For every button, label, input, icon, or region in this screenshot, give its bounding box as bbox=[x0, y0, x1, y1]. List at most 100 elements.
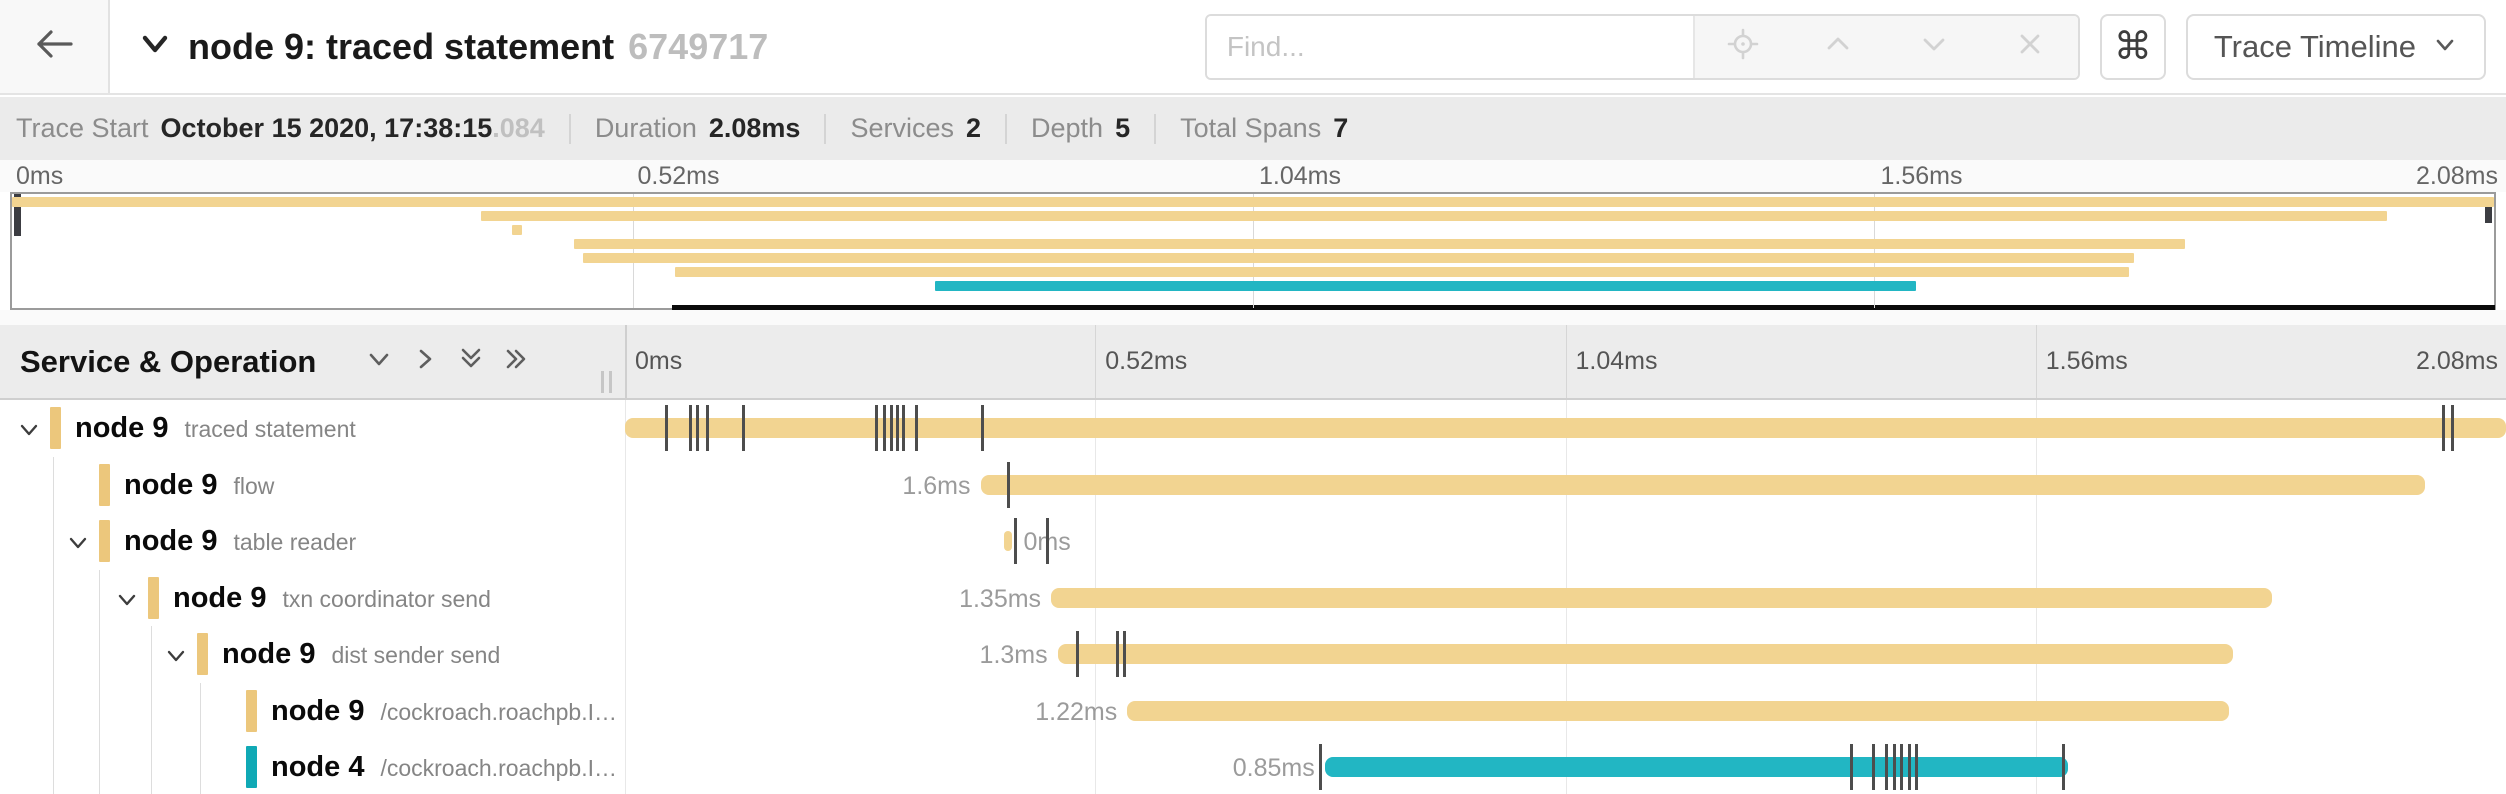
span-row[interactable]: node 9 txn coordinator send 1.35ms bbox=[0, 569, 2506, 627]
tree-guide-line bbox=[53, 739, 54, 794]
clear-search-button[interactable] bbox=[2002, 19, 2058, 75]
span-bar[interactable] bbox=[980, 474, 2426, 495]
minimap-span-bar bbox=[481, 211, 2388, 221]
span-bar-cell[interactable]: 1.35ms bbox=[625, 570, 2506, 627]
span-row[interactable]: node 4/cockroach.roachpb.I… 0.85ms bbox=[0, 739, 2506, 794]
summary-separator bbox=[1154, 113, 1157, 144]
back-button[interactable] bbox=[0, 0, 110, 93]
span-row[interactable]: node 9 dist sender send 1.3ms bbox=[0, 626, 2506, 683]
span-bar-cell[interactable]: 1.6ms bbox=[625, 457, 2506, 514]
log-marker[interactable] bbox=[2442, 405, 2446, 451]
span-tree-cell[interactable]: node 9 dist sender send bbox=[0, 626, 625, 683]
span-bar[interactable] bbox=[1057, 644, 2234, 664]
section-gap bbox=[0, 310, 2506, 325]
timeline-axis-tick: 0.52ms bbox=[1105, 347, 1188, 375]
log-marker[interactable] bbox=[705, 405, 709, 451]
operation-name: traced statement bbox=[184, 416, 356, 442]
span-collapse-chevron[interactable] bbox=[114, 587, 140, 618]
log-marker[interactable] bbox=[1907, 744, 1911, 790]
tree-guide-line bbox=[200, 682, 201, 739]
span-row[interactable]: node 9 flow 1.6ms bbox=[0, 456, 2506, 514]
find-input[interactable] bbox=[1206, 15, 1693, 78]
log-marker[interactable] bbox=[1872, 744, 1876, 790]
log-marker[interactable] bbox=[980, 405, 984, 451]
span-collapse-chevron[interactable] bbox=[163, 643, 189, 674]
focus-match-button[interactable] bbox=[1715, 19, 1771, 75]
trace-minimap[interactable] bbox=[10, 192, 2496, 317]
log-marker[interactable] bbox=[1885, 744, 1889, 790]
span-tree-cell[interactable]: node 9 flow bbox=[0, 456, 625, 513]
span-bar-cell[interactable]: 0ms bbox=[625, 513, 2506, 570]
service-name: node 9 table reader bbox=[124, 525, 357, 557]
prev-match-button[interactable] bbox=[1810, 19, 1866, 75]
log-marker[interactable] bbox=[1046, 518, 1050, 564]
column-resize-grip[interactable] bbox=[601, 371, 612, 393]
span-row[interactable]: node 9 traced statement bbox=[0, 400, 2506, 457]
log-marker[interactable] bbox=[1123, 631, 1127, 677]
span-bar[interactable] bbox=[1324, 757, 2068, 777]
span-tree-cell[interactable]: node 9 traced statement bbox=[0, 400, 625, 457]
page-title: node 9: traced statement bbox=[188, 25, 615, 67]
expand-all-button[interactable] bbox=[494, 339, 540, 385]
span-tree-cell[interactable]: node 9/cockroach.roachpb.I… bbox=[0, 682, 625, 739]
minimap-right-scrubber[interactable] bbox=[2485, 207, 2492, 223]
log-marker[interactable] bbox=[2451, 405, 2455, 451]
log-marker[interactable] bbox=[1849, 744, 1853, 790]
tree-guide-line bbox=[200, 739, 201, 794]
span-bar-cell[interactable]: 1.3ms bbox=[625, 626, 2506, 683]
span-bar-cell[interactable] bbox=[625, 400, 2506, 457]
span-tree-cell[interactable]: node 4/cockroach.roachpb.I… bbox=[0, 739, 625, 794]
find-buttons bbox=[1692, 15, 2078, 78]
span-collapse-chevron[interactable] bbox=[16, 417, 42, 448]
log-marker[interactable] bbox=[875, 405, 879, 451]
expand-one-button[interactable] bbox=[402, 339, 448, 385]
log-marker[interactable] bbox=[696, 405, 700, 451]
span-bar-cell[interactable]: 0.85ms bbox=[625, 739, 2506, 794]
log-marker[interactable] bbox=[2062, 744, 2066, 790]
log-marker[interactable] bbox=[1915, 744, 1919, 790]
span-bar[interactable] bbox=[1127, 700, 2230, 721]
log-marker[interactable] bbox=[1014, 518, 1018, 564]
trace-collapse-toggle[interactable] bbox=[136, 25, 174, 68]
log-marker[interactable] bbox=[901, 405, 905, 451]
log-marker[interactable] bbox=[1115, 631, 1119, 677]
collapse-all-button[interactable] bbox=[448, 339, 494, 385]
log-marker[interactable] bbox=[882, 405, 886, 451]
minimap-left-scrubber[interactable] bbox=[14, 194, 21, 236]
log-marker[interactable] bbox=[741, 405, 745, 451]
timeline-header-gridline bbox=[1095, 325, 1097, 398]
span-bar[interactable] bbox=[1004, 531, 1012, 551]
find-group bbox=[1204, 13, 2080, 80]
minimap-gridline bbox=[1253, 194, 1254, 308]
span-bar[interactable] bbox=[625, 418, 2506, 438]
summary-value: October 15 2020, 17:38:15 bbox=[160, 113, 493, 143]
minimap-axis-tick: 1.56ms bbox=[1880, 162, 1963, 190]
span-bar[interactable] bbox=[1051, 587, 2272, 608]
span-tree-cell[interactable]: node 9 table reader bbox=[0, 513, 625, 570]
log-marker[interactable] bbox=[664, 405, 668, 451]
log-marker[interactable] bbox=[890, 405, 894, 451]
log-marker[interactable] bbox=[688, 405, 692, 451]
span-tree-cell[interactable]: node 9 txn coordinator send bbox=[0, 569, 625, 626]
log-marker[interactable] bbox=[914, 405, 918, 451]
minimap-range-bar[interactable] bbox=[672, 305, 2495, 311]
timeline-axis-tick: 2.08ms bbox=[2416, 347, 2498, 375]
log-marker[interactable] bbox=[1076, 631, 1080, 677]
minimap-span-bar bbox=[512, 225, 523, 235]
span-bar-cell[interactable]: 1.22ms bbox=[625, 683, 2506, 740]
log-marker[interactable] bbox=[1006, 461, 1010, 508]
span-collapse-chevron[interactable] bbox=[65, 530, 91, 561]
keyboard-shortcuts-button[interactable]: ⌘ bbox=[2099, 13, 2166, 80]
next-match-button[interactable] bbox=[1906, 19, 1962, 75]
view-selector-button[interactable]: Trace Timeline bbox=[2185, 13, 2486, 80]
log-marker[interactable] bbox=[1900, 744, 1904, 790]
log-marker[interactable] bbox=[895, 405, 899, 451]
collapse-one-button[interactable] bbox=[356, 339, 402, 385]
log-marker[interactable] bbox=[1319, 744, 1323, 790]
span-row[interactable]: node 9/cockroach.roachpb.I… 1.22ms bbox=[0, 682, 2506, 740]
log-marker[interactable] bbox=[1892, 744, 1896, 790]
minimap-span-bar bbox=[582, 253, 2135, 263]
chevron-up-icon bbox=[1821, 27, 1855, 66]
minimap-axis-tick: 1.04ms bbox=[1259, 162, 1341, 190]
